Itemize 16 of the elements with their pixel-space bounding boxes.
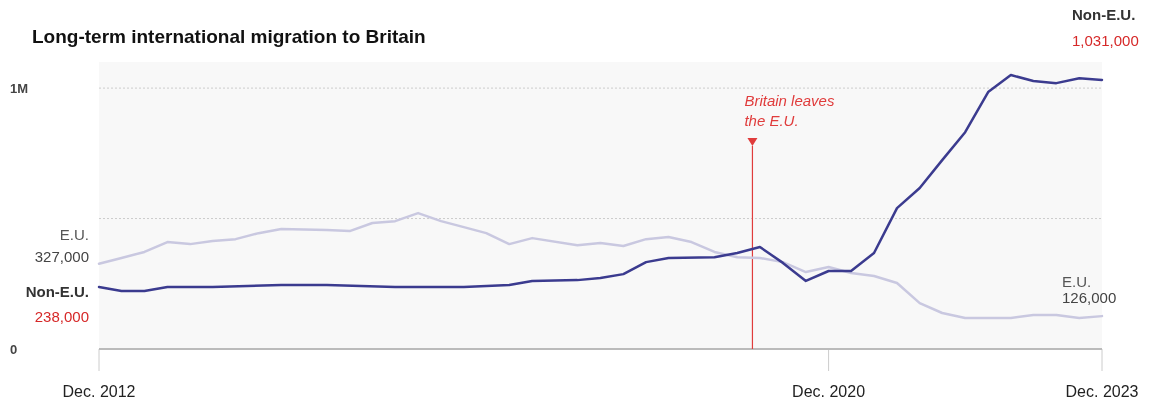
- data-label: 238,000: [34, 307, 89, 325]
- series-label: E.U.: [59, 225, 89, 243]
- data-label: 1,031,000: [1072, 32, 1139, 49]
- ref-line-label: Britain leaves the E.U.: [744, 92, 835, 129]
- y-tick-label: 1M: [10, 81, 29, 97]
- text: E.U.: [1062, 273, 1092, 291]
- x-tick-label: Dec. 2023: [1065, 383, 1139, 400]
- x-tick-label: Dec. 2012: [62, 383, 136, 400]
- series-label: Non-E.U.: [25, 282, 89, 300]
- text: Non-E.U.: [1072, 6, 1136, 23]
- data-label: 327,000: [34, 247, 89, 265]
- x-tick-label: Dec. 2020: [792, 383, 866, 400]
- chart-title: Long-term international migration to Britain: [32, 26, 426, 47]
- y-tick-label: 0: [10, 342, 18, 357]
- line-series: [97, 73, 1104, 293]
- data-label: 126,000: [1062, 289, 1117, 307]
